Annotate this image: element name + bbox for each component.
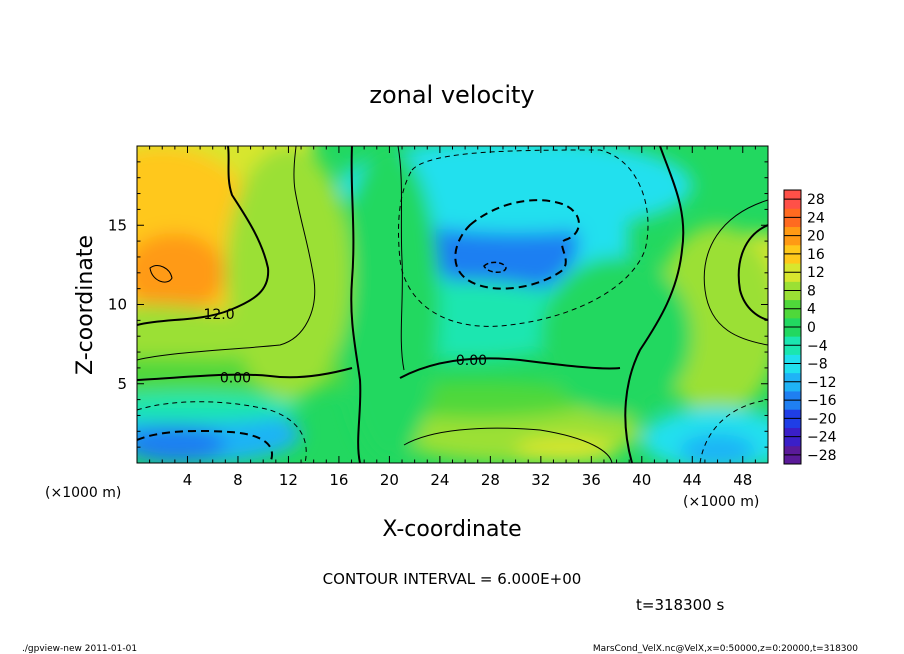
x-unit-label-right: (×1000 m): [683, 494, 759, 510]
x-tick-label: 20: [380, 471, 399, 489]
y-axis-label: Z-coordinate: [73, 235, 98, 375]
z-tick-label: 15: [108, 216, 127, 234]
contour-interval-text: CONTOUR INTERVAL = 6.000E+00: [323, 570, 582, 588]
footer-left: ./gpview-new 2011-01-01: [22, 644, 137, 654]
footer-right: MarsCond_VelX.nc@VelX,x=0:50000,z=0:2000…: [593, 644, 858, 654]
colorbar-tick-label: 12: [807, 265, 825, 281]
colorbar-tick-label: 4: [807, 302, 816, 318]
colorbar-ticks: 28 24 20 16 12 8 4 0 −4 −8 −12 −16 −20 −24 −28: [784, 192, 837, 464]
x-axis-label: X-coordinate: [382, 517, 521, 542]
contour-label-group: 12.0 0.00 0.00: [203, 307, 487, 386]
chart-title: zonal velocity: [369, 81, 534, 109]
colorbar-tick-label: −20: [807, 411, 837, 427]
colorbar: [783, 189, 802, 465]
x-axis-ticks: 4 8 12 16 20 24 28 32 36 40 44 48: [149, 146, 756, 489]
contour-label: 0.00: [220, 370, 251, 386]
colorbar-tick-label: −16: [807, 393, 837, 409]
x-unit-label-left: (×1000 m): [45, 485, 121, 501]
z-axis-ticks: 5 10 15: [108, 161, 768, 448]
colorbar-tick-label: −8: [807, 357, 828, 373]
colorbar-tick-label: −12: [807, 375, 837, 391]
velocity-field: [137, 146, 768, 463]
z-tick-label: 5: [117, 375, 127, 393]
z-tick-label: 10: [108, 296, 127, 314]
colorbar-tick-label: 24: [807, 210, 825, 226]
x-tick-label: 4: [183, 471, 193, 489]
x-tick-label: 8: [233, 471, 243, 489]
x-tick-label: 32: [531, 471, 550, 489]
x-tick-label: 28: [481, 471, 500, 489]
x-tick-label: 24: [430, 471, 449, 489]
colorbar-tick-label: 16: [807, 247, 825, 263]
colorbar-tick-label: −24: [807, 430, 837, 446]
contour-label: 0.00: [456, 353, 487, 369]
x-tick-label: 16: [329, 471, 348, 489]
x-tick-label: 44: [683, 471, 702, 489]
x-tick-label: 40: [632, 471, 651, 489]
contour-lines: [137, 146, 768, 463]
x-tick-label: 12: [279, 471, 298, 489]
time-text: t=318300 s: [636, 596, 724, 614]
colorbar-tick-label: 0: [807, 320, 816, 336]
x-tick-label: 48: [733, 471, 752, 489]
colorbar-tick-label: 20: [807, 229, 825, 245]
colorbar-tick-label: −28: [807, 448, 837, 464]
colorbar-tick-label: 28: [807, 192, 825, 208]
colorbar-tick-label: −4: [807, 338, 828, 354]
colorbar-tick-label: 8: [807, 283, 816, 299]
x-tick-label: 36: [582, 471, 601, 489]
contour-label: 12.0: [203, 307, 234, 323]
